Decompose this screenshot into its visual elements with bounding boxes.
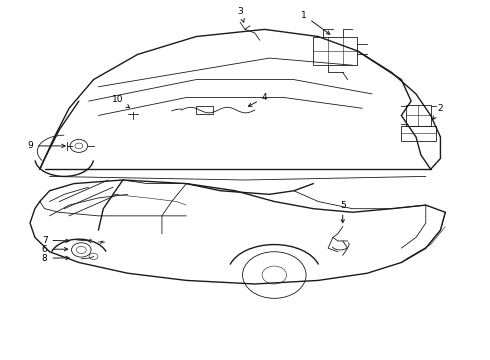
Text: 6: 6 — [42, 245, 68, 254]
Bar — [401, 126, 436, 140]
Text: 1: 1 — [301, 10, 330, 34]
Text: 3: 3 — [237, 7, 244, 22]
Bar — [196, 107, 213, 114]
Bar — [406, 105, 431, 126]
Bar — [314, 37, 357, 65]
Text: 7: 7 — [42, 236, 69, 245]
Text: 8: 8 — [42, 254, 69, 263]
Text: 5: 5 — [340, 201, 345, 223]
Text: 4: 4 — [248, 93, 268, 107]
Text: 9: 9 — [27, 141, 65, 150]
Text: 10: 10 — [112, 95, 129, 108]
Text: 2: 2 — [433, 104, 443, 120]
